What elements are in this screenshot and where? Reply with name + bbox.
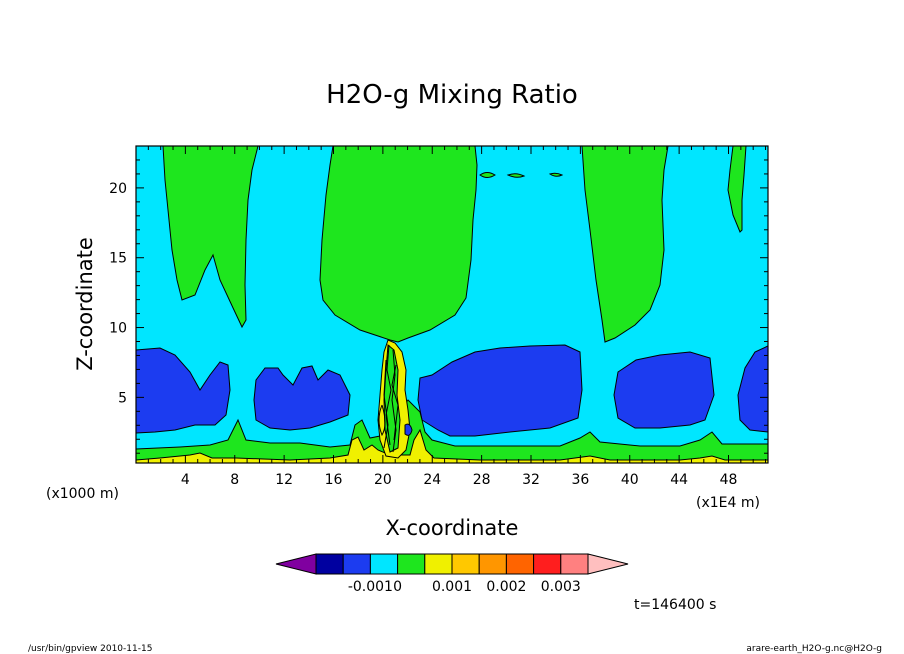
x-tick-label: 48 (720, 472, 738, 488)
region-column-eddy (404, 423, 413, 436)
plot-area (136, 146, 768, 463)
x-tick-label: 20 (374, 472, 392, 488)
x-tick-label: 8 (230, 472, 239, 488)
colorbar-box (533, 553, 562, 575)
region-low-band-4 (613, 351, 715, 429)
axis-ticks (136, 146, 768, 463)
region-low-band-1 (136, 347, 231, 434)
x-tick-label: 36 (571, 472, 589, 488)
region-upper-plume-2 (319, 146, 478, 343)
region-upper-plume-4 (727, 146, 747, 233)
footer-right: arare-earth_H2O-g.nc@H2O-g (746, 644, 882, 654)
colorbar-box (424, 553, 453, 575)
x-tick-label: 32 (522, 472, 540, 488)
colorbar-label: 0.002 (486, 579, 526, 595)
x-tick-labels: 4 8 12 16 20 24 28 32 36 40 44 48 (181, 472, 738, 488)
x-tick-label: 28 (473, 472, 491, 488)
region-upper-blob-3 (548, 172, 564, 177)
y-tick-labels: 5 10 15 20 (109, 181, 127, 406)
x-unit-left: (x1000 m) (46, 486, 119, 502)
colorbar-label: -0.001 (348, 579, 393, 595)
chart-title: H2O-g Mixing Ratio (326, 80, 578, 110)
colorbar-box (315, 553, 344, 575)
region-upper-plume-3 (581, 146, 669, 343)
colorbar-box (342, 553, 371, 575)
region-low-band-2 (253, 365, 351, 431)
y-tick-label: 15 (109, 251, 127, 267)
colorbar-box (478, 553, 507, 575)
y-tick-label: 10 (109, 321, 127, 337)
colorbar-box (505, 553, 535, 575)
x-tick-label: 12 (275, 472, 293, 488)
y-tick-label: 5 (118, 390, 127, 406)
region-surface-layer (136, 399, 768, 463)
region-low-band-3 (417, 344, 583, 437)
x-tick-label: 24 (423, 472, 441, 488)
x-unit-right: (x1E4 m) (696, 495, 760, 511)
colorbar-label: 0.003 (541, 579, 581, 595)
y-axis-label: Z-coordinate (73, 237, 97, 371)
x-tick-label: 44 (670, 472, 688, 488)
time-label: t=146400 s (634, 597, 716, 613)
colorbar-label: 0 (393, 579, 402, 595)
region-upper-blob-2 (506, 173, 526, 178)
colorbar-high-triangle (587, 553, 629, 575)
colorbar-box (369, 553, 399, 575)
colorbar-label: 0.001 (432, 579, 472, 595)
region-upper-plume-1 (162, 146, 259, 329)
plot-frame (135, 145, 769, 464)
colorbar-low-triangle (275, 553, 317, 575)
x-axis-label: X-coordinate (386, 516, 519, 540)
region-ground-layer (136, 428, 768, 463)
x-tick-label: 40 (621, 472, 639, 488)
x-tick-label: 16 (325, 472, 343, 488)
colorbar (275, 553, 629, 575)
column-contours (378, 344, 399, 453)
colorbar-labels: -0.001 0 0.001 0.002 0.003 (348, 579, 581, 595)
footer-left: /usr/bin/gpview 2010-11-15 (28, 644, 152, 654)
x-tick-label: 4 (181, 472, 190, 488)
region-upper-blob-1 (479, 172, 496, 178)
colorbar-box (560, 553, 589, 575)
colorbar-box (397, 553, 426, 575)
y-tick-label: 20 (109, 181, 127, 197)
colorbar-box (451, 553, 480, 575)
region-low-band-5 (737, 345, 768, 433)
